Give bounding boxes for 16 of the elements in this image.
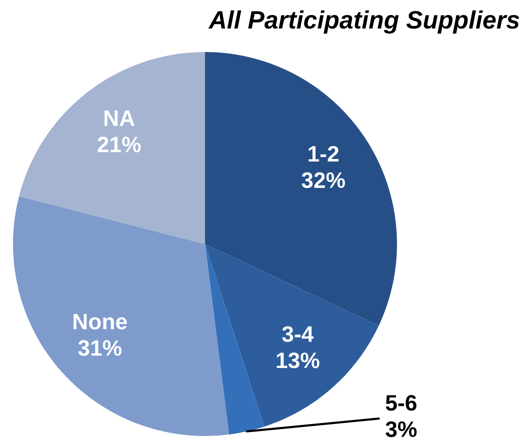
- data-label: 3%: [386, 421, 417, 438]
- slice-label: None: [74, 314, 127, 330]
- slice-label: 5-6: [386, 394, 416, 411]
- pie-slice: [13, 196, 230, 436]
- data-label: 32%: [302, 172, 345, 188]
- pie-slice: [205, 52, 397, 326]
- slice-label: 3-4: [282, 326, 314, 342]
- chart-title: All Participating Suppliers: [208, 10, 520, 34]
- data-label: 21%: [98, 136, 141, 152]
- pie-slice: [19, 52, 205, 244]
- slice-label: 1-2: [308, 146, 339, 162]
- pie-slice: [205, 244, 264, 434]
- data-label: 31%: [78, 340, 122, 356]
- slice-label: NA: [104, 110, 135, 126]
- data-label: 13%: [276, 352, 320, 368]
- pie-slice: [205, 244, 379, 427]
